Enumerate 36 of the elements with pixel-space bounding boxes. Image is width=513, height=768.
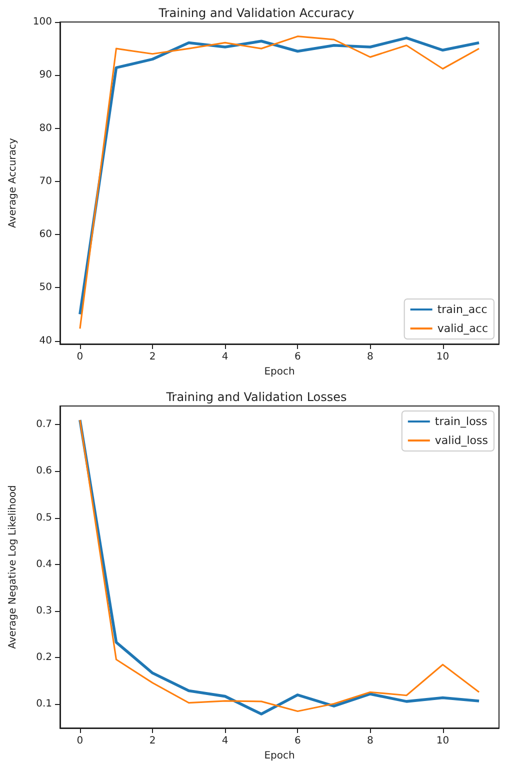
legend-label: train_acc bbox=[437, 303, 488, 316]
y-tick-label: 0.3 bbox=[36, 606, 52, 617]
y-tick-label: 0.1 bbox=[36, 698, 52, 710]
x-axis-title: Epoch bbox=[264, 750, 295, 762]
y-tick-label: 0.2 bbox=[36, 652, 52, 664]
legend-label: train_loss bbox=[434, 415, 488, 428]
y-tick-label: 40 bbox=[39, 335, 52, 346]
x-axis-title: Epoch bbox=[264, 366, 295, 378]
x-tick-label: 10 bbox=[436, 352, 450, 362]
y-tick-label: 60 bbox=[39, 229, 52, 240]
x-tick-label: 4 bbox=[222, 736, 228, 746]
y-tick-label: 70 bbox=[39, 176, 52, 187]
x-tick-label: 6 bbox=[294, 736, 301, 746]
x-tick-label: 4 bbox=[222, 352, 228, 362]
y-tick-label: 100 bbox=[32, 16, 52, 28]
legend-label: valid_loss bbox=[434, 434, 488, 447]
x-tick-label: 2 bbox=[149, 736, 156, 746]
y-axis-title: Average Accuracy bbox=[8, 138, 18, 228]
y-tick-label: 0.4 bbox=[36, 558, 52, 570]
x-tick-label: 0 bbox=[76, 736, 84, 746]
chart-title: Training and Validation Accuracy bbox=[158, 6, 354, 20]
y-axis-title: Average Negative Log Likelihood bbox=[8, 485, 18, 649]
y-tick-label: 0.6 bbox=[36, 466, 52, 477]
y-tick-label: 80 bbox=[39, 122, 52, 134]
x-tick-label: 8 bbox=[367, 352, 374, 362]
x-tick-label: 6 bbox=[294, 352, 301, 362]
x-tick-label: 8 bbox=[367, 736, 374, 746]
y-tick-label: 0.5 bbox=[36, 512, 52, 524]
x-tick-label: 0 bbox=[76, 352, 84, 362]
legend-label: valid_acc bbox=[437, 322, 488, 335]
chart-title: Training and Validation Losses bbox=[165, 390, 347, 404]
y-tick-label: 90 bbox=[39, 70, 52, 81]
x-tick-label: 2 bbox=[149, 352, 156, 362]
y-tick-label: 0.7 bbox=[36, 419, 52, 430]
y-tick-label: 50 bbox=[39, 282, 52, 294]
x-tick-label: 10 bbox=[436, 736, 450, 746]
